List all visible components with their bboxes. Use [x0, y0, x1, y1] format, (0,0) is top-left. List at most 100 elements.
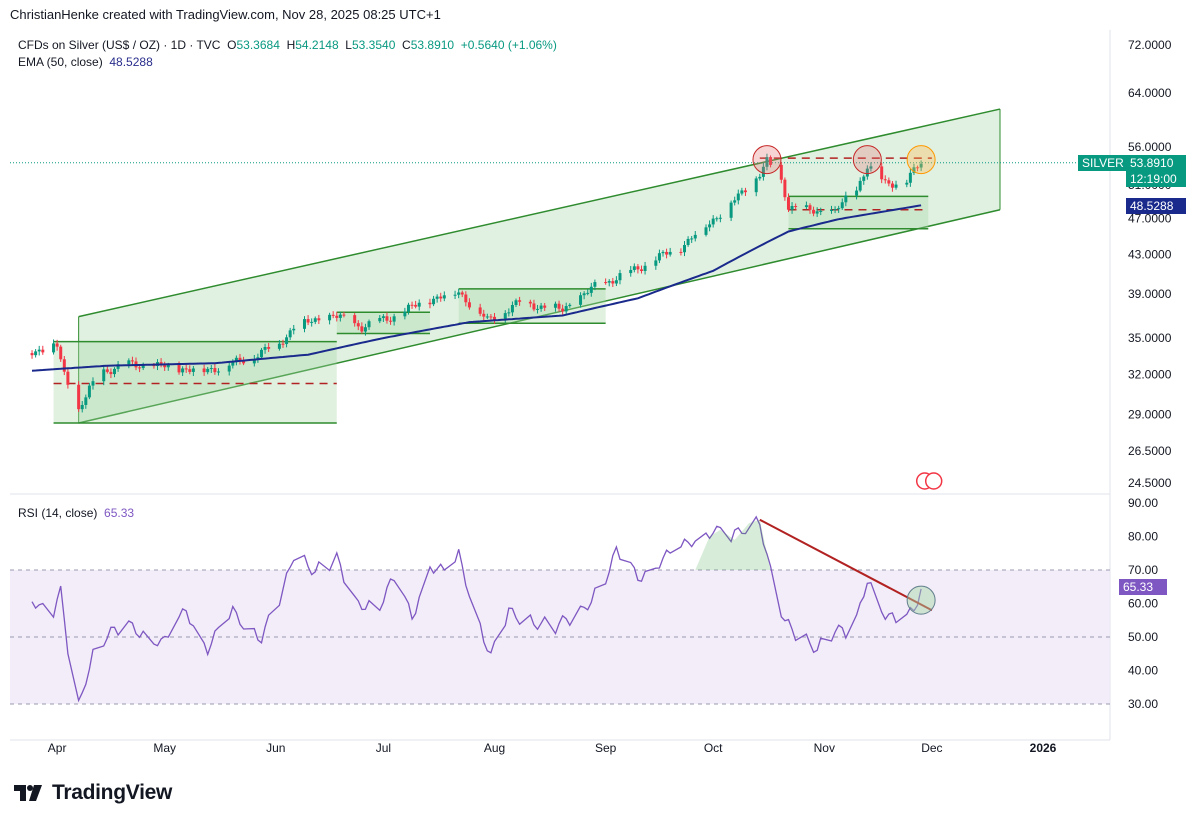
candle-body-7: [62, 359, 66, 372]
candle-body-138: [718, 217, 722, 219]
candle-body-45: [256, 357, 260, 359]
candle-body-94: [503, 313, 507, 321]
candle-body-83: [442, 295, 446, 299]
candle-body-133: [693, 234, 697, 239]
close-value: 53.8910: [410, 38, 455, 52]
candle-body-69: [378, 317, 382, 322]
consolidation-box-4: [788, 196, 929, 229]
candle-body-106: [561, 308, 565, 312]
low-label: L: [345, 38, 352, 52]
candle-body-160: [833, 209, 837, 211]
candle-body-156: [812, 209, 816, 214]
candle-body-39: [227, 365, 231, 372]
candle-body-59: [328, 314, 332, 321]
candle-body-97: [514, 300, 518, 305]
candle-body-173: [894, 184, 898, 188]
candle-body-176: [912, 167, 916, 173]
candle-body-34: [202, 368, 206, 373]
candle-body-124: [654, 260, 658, 266]
candle-body-107: [564, 306, 568, 312]
candle-body-126: [661, 251, 665, 254]
candle-body-70: [381, 316, 385, 318]
candle-body-143: [743, 190, 747, 193]
candle-body-81: [435, 296, 439, 299]
price-tick-10: 26.5000: [1128, 444, 1172, 458]
candle-body-57: [313, 318, 317, 322]
candle-body-171: [887, 180, 891, 184]
ema-value: 48.5288: [109, 55, 153, 69]
candle-body-58: [317, 318, 321, 321]
rsi-tick-2: 70.00: [1128, 563, 1158, 577]
rsi-tick-0: 90.00: [1128, 496, 1158, 510]
candle-body-153: [794, 205, 798, 208]
candle-body-15: [105, 369, 109, 372]
candle-body-14: [102, 369, 106, 382]
tradingview-wordmark[interactable]: TradingView: [52, 781, 173, 804]
resistance-circle-3: [906, 145, 936, 175]
candle-body-103: [543, 305, 547, 308]
rsi-overbought-fill: [695, 519, 771, 570]
candle-body-93: [493, 316, 497, 321]
price-tick-4: 47.0000: [1128, 211, 1172, 225]
rsi-tick-1: 80.00: [1128, 530, 1158, 544]
candle-body-51: [285, 337, 289, 345]
candle-body-38: [216, 371, 220, 373]
candle-body-6: [59, 346, 63, 360]
candle-body-95: [507, 312, 511, 314]
candle-body-162: [840, 202, 844, 209]
candle-body-17: [112, 368, 116, 375]
candle-body-119: [629, 269, 633, 274]
high-value: 54.2148: [295, 38, 339, 52]
ema-label[interactable]: EMA (50, close): [18, 55, 103, 69]
candle-body-86: [460, 292, 464, 295]
candle-body-31: [184, 368, 188, 370]
candle-body-61: [335, 315, 339, 318]
candle-body-118: [618, 273, 622, 281]
candle-body-167: [865, 168, 869, 177]
candle-body-30: [181, 368, 185, 373]
candle-body-166: [862, 176, 866, 181]
candle-body-88: [467, 302, 471, 308]
candle-body-18: [116, 364, 120, 369]
candle-body-144: [754, 178, 758, 193]
candle-body-158: [819, 210, 823, 212]
candle-body-91: [485, 316, 489, 318]
candle-body-76: [410, 304, 414, 306]
candle-body-125: [657, 253, 661, 261]
candle-body-85: [457, 292, 461, 295]
rsi-line: [31, 515, 922, 703]
candle-body-92: [489, 316, 493, 318]
rsi-highlight-circle: [906, 585, 936, 615]
time-tick-3: Jul: [376, 741, 391, 755]
candle-body-141: [736, 193, 740, 201]
symbol-label[interactable]: CFDs on Silver (US$ / OZ) · 1D · TVC: [18, 38, 221, 52]
countdown-tag: 12:19:00: [1126, 171, 1186, 187]
candle-body-41: [234, 357, 238, 363]
candle-body-74: [403, 311, 407, 317]
candle-body-48: [267, 347, 271, 349]
candle-body-29: [177, 364, 181, 373]
candle-body-137: [715, 218, 719, 220]
footer: TradingView: [14, 780, 172, 806]
time-tick-7: Nov: [814, 741, 835, 755]
high-label: H: [286, 38, 296, 52]
candle-body-135: [708, 224, 712, 228]
time-tick-9: 2026: [1030, 741, 1057, 755]
rsi-value-tag: 65.33: [1119, 579, 1167, 595]
us-flag-icon-2: [924, 472, 943, 490]
rsi-legend: RSI (14, close) 65.33: [18, 506, 134, 520]
rsi-value: 65.33: [104, 506, 135, 520]
candle-body-32: [188, 369, 192, 372]
candle-body-82: [439, 296, 443, 299]
price-tick-7: 35.0000: [1128, 331, 1172, 345]
candle-body-56: [310, 321, 314, 323]
rsi-label[interactable]: RSI (14, close): [18, 506, 98, 520]
candle-body-165: [858, 180, 862, 191]
candle-body-9: [77, 384, 81, 410]
candle-body-155: [808, 205, 812, 210]
candle-body-46: [259, 349, 263, 358]
candle-body-177: [916, 167, 920, 169]
candle-body-55: [306, 319, 310, 323]
candle-body-96: [510, 304, 514, 313]
